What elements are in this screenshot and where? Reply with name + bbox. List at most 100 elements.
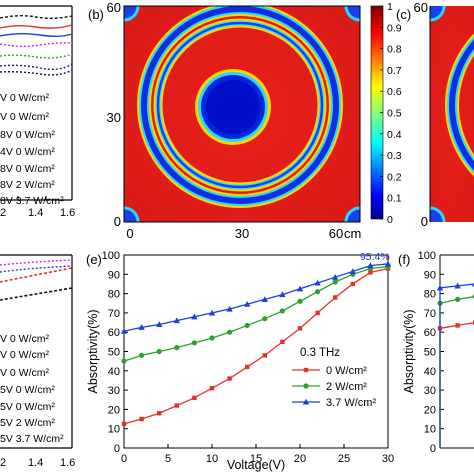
colorbar-tick-label: 0.1 <box>387 193 402 205</box>
chart-f: (f) 0 10 20 30 40 50 60 70 80 90 100 Absorptivity(%… <box>398 250 474 455</box>
data-point <box>139 352 145 358</box>
data-point <box>280 339 285 345</box>
data-point <box>314 279 321 286</box>
map-b-unit: cm <box>344 226 361 241</box>
data-point <box>350 281 355 287</box>
legend-entry: 3.7 W/cm² <box>326 397 376 409</box>
x-tick-label: 0 <box>121 453 127 465</box>
series-line <box>439 283 474 448</box>
left-top-trace-magenta <box>0 42 73 47</box>
data-point <box>367 262 374 269</box>
left-bottom-legend-1: V 0 W/cm² <box>0 349 50 361</box>
left-bottom-legend-0: V 0 W/cm² <box>0 333 50 345</box>
legend-title: 0.3 THz <box>300 347 340 359</box>
colorbar-tick-label: 0.3 <box>387 150 402 162</box>
colorbar-tick-label: 0.8 <box>387 44 402 56</box>
y-tick-label: 30 <box>424 385 436 397</box>
data-point <box>297 298 303 304</box>
y-tick-label: 20 <box>108 404 120 416</box>
x-tick-label: 10 <box>206 453 218 465</box>
colorbar-ticks: 1 0.9 0.8 0.7 0.6 0.5 0.4 0.3 0.2 0.1 0 <box>380 1 402 226</box>
y-tick-label: 80 <box>424 289 436 301</box>
left-top-xtick-2: 1.6 <box>60 207 75 219</box>
left-bottom-xtick-2: 1.6 <box>60 457 75 469</box>
data-point <box>121 358 127 364</box>
y-tick-label: 60 <box>424 327 436 339</box>
map-c-ytick-0: 0 <box>421 214 428 229</box>
left-top-legend-2: 8V 0 W/cm² <box>0 129 55 141</box>
panel-f-label: (f) <box>398 252 410 267</box>
colorbar-tick-label: 0 <box>387 214 393 226</box>
y-tick-label: 20 <box>424 404 436 416</box>
left-bottom-panel: V 0 W/cm² V 0 W/cm² V 0 W/cm² 5V 0 W/cm²… <box>0 254 75 469</box>
data-point <box>315 310 320 316</box>
x-tick-label: 25 <box>338 453 350 465</box>
data-point <box>455 296 461 302</box>
data-point <box>302 398 310 405</box>
data-point <box>192 395 197 401</box>
y-tick-label: 10 <box>424 424 436 436</box>
series-0 <box>121 266 391 427</box>
colorbar-tick-label: 0.2 <box>387 171 402 183</box>
map-b-xtick-30: 30 <box>235 226 249 241</box>
data-point <box>191 313 198 320</box>
data-point <box>209 385 215 391</box>
data-point <box>157 411 162 416</box>
left-top-xtick-0: 2 <box>0 207 6 219</box>
data-point <box>245 364 250 370</box>
data-point <box>436 284 444 291</box>
y-tick-label: 100 <box>418 250 436 262</box>
y-tick-label: 0 <box>114 443 120 455</box>
y-tick-label: 40 <box>424 366 436 378</box>
y-tick-label: 10 <box>108 424 120 436</box>
left-bottom-xtick-0: 2 <box>0 457 6 469</box>
colorbar: 1 0.9 0.8 0.7 0.6 0.5 0.4 0.3 0.2 0.1 0 <box>370 1 402 226</box>
series-line <box>123 267 389 425</box>
colorbar-tick-label: 0.4 <box>387 129 402 141</box>
data-point <box>208 309 216 316</box>
y-tick-label: 30 <box>108 385 120 397</box>
y-tick-label: 50 <box>108 347 120 359</box>
series-2 <box>436 282 474 448</box>
colorbar-tick-label: 0.9 <box>387 22 402 34</box>
left-bottom-trace-red <box>0 267 73 283</box>
colorbar-tick-label: 0.6 <box>387 86 402 98</box>
data-point <box>244 322 250 329</box>
y-tick-label: 60 <box>108 327 120 339</box>
data-point <box>227 376 232 381</box>
chart-e: (e) 0 10 20 30 40 50 60 70 80 90 100 0 5 10 15 20 25 30 Vo… <box>86 250 394 472</box>
data-point <box>120 328 128 334</box>
y-tick-label: 80 <box>108 289 120 301</box>
left-top-legend-1: V 0 W/cm² <box>0 111 50 123</box>
x-tick-label: 30 <box>382 453 394 465</box>
colorbar-tick-label: 0.7 <box>387 65 402 77</box>
x-tick-label: 15 <box>250 453 262 465</box>
data-point <box>173 317 180 324</box>
data-point <box>332 279 338 285</box>
panel-e-label: (e) <box>86 252 102 267</box>
left-top-legend-4: 8V 0 W/cm² <box>0 163 55 175</box>
data-point <box>156 321 163 328</box>
series-line <box>123 265 389 362</box>
data-point <box>139 416 144 422</box>
data-point <box>384 260 392 267</box>
data-point <box>368 270 373 275</box>
y-tick-label: 70 <box>424 308 436 320</box>
y-tick-label: 100 <box>102 250 120 262</box>
chart-e-xlabel: Voltage(V) <box>227 458 285 472</box>
left-top-legend-6: 8V 3.7 W/cm² <box>0 195 64 207</box>
left-bottom-legend-4: 5V 0 W/cm² <box>0 401 55 413</box>
data-point <box>349 268 356 274</box>
data-point <box>297 326 303 331</box>
map-b-panel: (b) 60 30 0 0 30 <box>88 0 361 241</box>
y-tick-label: 50 <box>424 347 436 359</box>
map-b-xtick-0: 0 <box>126 226 133 241</box>
data-point <box>156 348 162 355</box>
data-point <box>455 323 460 328</box>
map-b-ytick-30: 30 <box>107 110 121 125</box>
left-bottom-legend-2: V 0 W/cm² <box>0 367 50 379</box>
data-point <box>191 340 197 346</box>
left-bottom-legend-3: 5V 0 W/cm² <box>0 384 55 396</box>
left-top-trace-green <box>0 53 73 59</box>
left-top-trace-blue <box>0 33 73 37</box>
